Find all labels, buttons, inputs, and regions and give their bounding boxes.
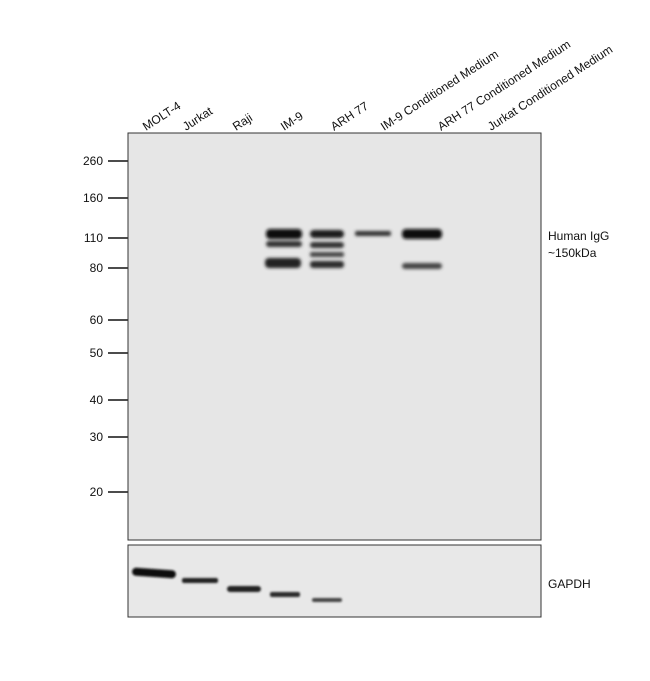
marker-label: 260	[83, 154, 103, 168]
gapdh-bands	[132, 567, 342, 602]
marker-label: 110	[84, 231, 103, 245]
lane-label: IM-9	[278, 109, 306, 134]
marker-label: 60	[90, 313, 104, 327]
band-label: Human IgG	[548, 229, 609, 243]
lane-label: MOLT-4	[140, 98, 184, 133]
marker-labels: 260 160 110 80 60 50 40 30 20	[83, 154, 128, 499]
marker-label: 40	[90, 393, 104, 407]
main-bands	[265, 229, 442, 269]
marker-label: 20	[90, 485, 104, 499]
lane-label: ARH 77	[328, 99, 371, 134]
marker-label: 30	[90, 430, 104, 444]
marker-label: 50	[90, 346, 104, 360]
lane-label: Raji	[230, 111, 255, 134]
band-label: ~150kDa	[548, 246, 597, 260]
marker-label: 160	[83, 191, 103, 205]
lower-blot	[127, 544, 542, 618]
marker-label: 80	[90, 261, 104, 275]
band-label: GAPDH	[548, 577, 591, 591]
main-blot	[127, 132, 542, 541]
lane-label: Jurkat	[180, 104, 216, 134]
